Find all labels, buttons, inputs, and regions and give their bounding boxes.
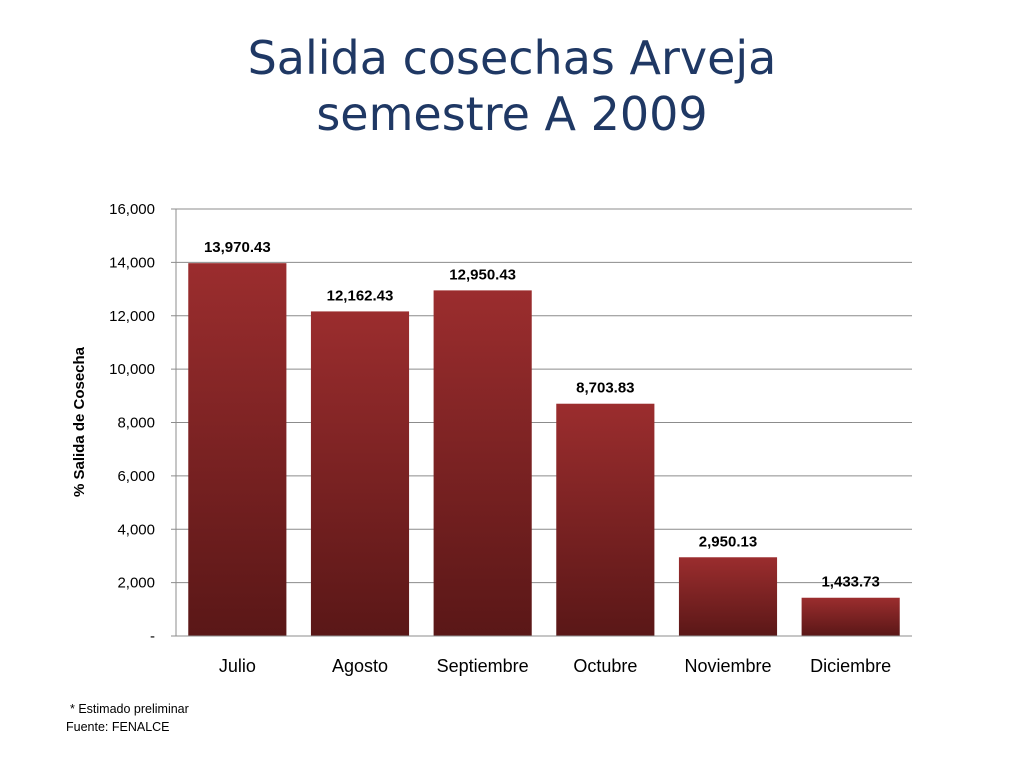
y-tick-label: 4,000 (117, 521, 155, 538)
value-label: 2,950.13 (699, 533, 757, 550)
value-label: 8,703.83 (576, 380, 634, 397)
y-tick-label: 14,000 (109, 254, 155, 271)
title-line-2: semestre A 2009 (316, 87, 708, 141)
y-tick-label: 8,000 (117, 415, 155, 432)
value-label: 12,162.43 (327, 287, 394, 304)
y-tick-labels: - 2,000 4,000 6,000 8,000 10,000 12,000 14,000 1… (109, 201, 155, 645)
title-line-1: Salida cosechas Arveja (247, 31, 777, 85)
x-tick-label: Noviembre (684, 656, 771, 676)
gridlines (176, 208, 912, 584)
value-label: 1,433.73 (821, 574, 879, 591)
bars (188, 263, 900, 636)
y-tick-label: 12,000 (109, 308, 155, 325)
bar-diciembre (801, 597, 900, 636)
bar-noviembre (678, 557, 778, 636)
y-tick-label: - (150, 628, 155, 645)
chart-notes: * Estimado preliminar Fuente: FENALCE (66, 700, 189, 736)
bar-julio (188, 263, 287, 636)
value-label: 13,970.43 (204, 239, 271, 256)
bar-septiembre (433, 290, 532, 636)
x-tick-labels: Julio Agosto Septiembre Octubre Noviembre Dic… (219, 656, 891, 676)
source-note: Fuente: FENALCE (66, 720, 170, 734)
x-tick-label: Diciembre (810, 656, 891, 676)
value-labels: 13,970.43 12,162.43 12,950.43 8,703.83 2,950… (204, 239, 880, 591)
y-tick-label: 2,000 (117, 575, 155, 592)
y-tick-label: 10,000 (109, 361, 155, 378)
bar-octubre (556, 403, 655, 636)
x-tick-label: Agosto (332, 656, 388, 676)
x-tick-label: Julio (219, 656, 256, 676)
y-axis-label: % Salida de Cosecha (71, 346, 88, 497)
x-tick-label: Septiembre (437, 656, 529, 676)
x-tick-label: Octubre (573, 656, 637, 676)
slide-title: Salida cosechas Arveja semestre A 2009 (0, 30, 1024, 142)
axes (171, 208, 912, 637)
y-tick-label: 16,000 (109, 201, 155, 218)
bar-agosto (310, 311, 410, 636)
estimate-note: * Estimado preliminar (70, 702, 189, 716)
value-label: 12,950.43 (449, 266, 516, 283)
y-tick-label: 6,000 (117, 468, 155, 485)
